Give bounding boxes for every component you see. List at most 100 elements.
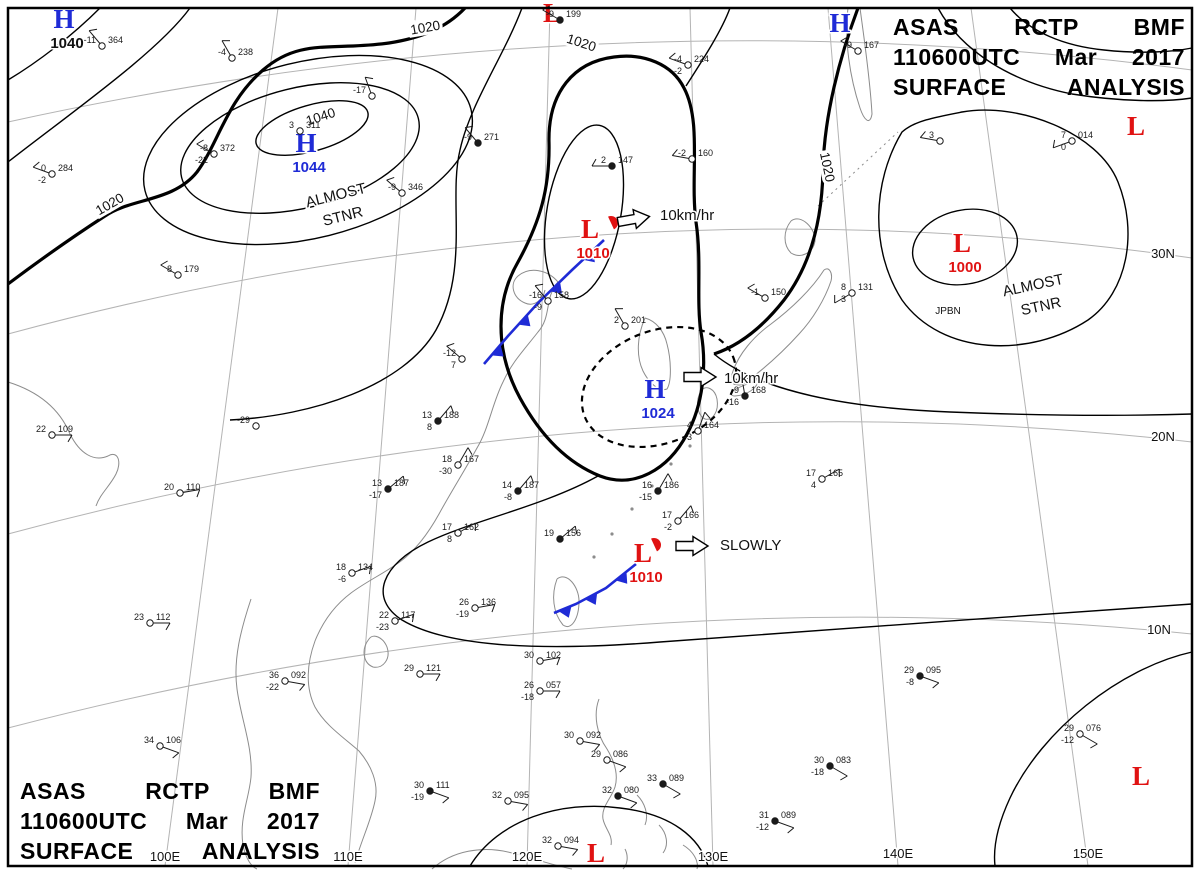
station-circle — [504, 797, 512, 805]
station-value: -4 — [218, 47, 226, 57]
station-circle — [556, 16, 564, 24]
station-value: -9 — [388, 182, 396, 192]
station-value: 201 — [631, 315, 646, 325]
station-value: 22 — [379, 610, 389, 620]
station-plot: -9 346 — [386, 176, 423, 197]
chart-title-bottom-left: ASAS RCTP BMF 110600UTC Mar 2017 SURFACE… — [20, 776, 320, 866]
station-value: 30 — [414, 780, 424, 790]
station-value: -15 — [639, 492, 652, 502]
station-circle — [818, 475, 826, 483]
station-value: 31 — [759, 810, 769, 820]
station-value: 117 — [401, 610, 415, 620]
station-value: -8 — [504, 492, 512, 502]
wind-barb-tick — [160, 260, 168, 266]
station-plot: 8 131 3 — [834, 282, 873, 304]
station-plot: 32 080 — [602, 785, 639, 809]
coast-hainan — [363, 635, 389, 668]
isobars — [7, 6, 1193, 867]
station-circle — [608, 162, 616, 170]
station-plot: 3 — [919, 130, 944, 145]
wind-barb-tick — [787, 827, 795, 834]
isobar-nw-2 — [7, 7, 191, 163]
lon-label: 110E — [333, 849, 363, 864]
station-circle — [98, 42, 106, 50]
pressure-center-l: L — [953, 228, 971, 258]
wind-barb-tick — [668, 52, 676, 59]
station-value: -1 — [751, 287, 759, 297]
station-value: 36 — [269, 670, 279, 680]
station-value: 34 — [144, 735, 154, 745]
pressure-center-h: H — [644, 374, 665, 404]
station-plot: 29 095 -8 — [904, 665, 941, 689]
station-value: 29 — [404, 663, 414, 673]
station-plots-layer: -11 364-4 238-8 372-220 284-23 311-17-9 346-9 2… — [32, 5, 1101, 856]
wind-barb-tick — [386, 176, 395, 181]
station-value: 23 — [134, 612, 144, 622]
station-circle — [536, 657, 544, 665]
station-circle — [684, 61, 692, 69]
station-value: 18 — [442, 454, 452, 464]
wind-barb-tick — [919, 131, 926, 138]
cold-front-triangle — [582, 250, 595, 263]
isobar-bottom-right-arc — [993, 651, 1193, 867]
station-value: 22 — [36, 424, 46, 434]
station-value: -12 — [756, 822, 769, 832]
wind-barb-tick — [299, 684, 306, 691]
pressure-center-value: 1010 — [576, 245, 609, 262]
isobar-1000-ring — [911, 208, 1019, 286]
coast-korea — [637, 317, 671, 391]
wind-barb-tick — [165, 622, 171, 631]
coast-luzon — [595, 698, 617, 846]
coast-kuril-chain — [817, 131, 899, 207]
station-plot: 33 089 — [647, 773, 684, 799]
cold-front-triangle — [491, 344, 504, 357]
station-value: 3 — [841, 294, 846, 304]
station-circle — [156, 742, 164, 750]
station-value: -9 — [546, 9, 554, 19]
meridian-140e — [827, 7, 899, 867]
station-plot: 13 188 8 — [422, 405, 459, 432]
station-circle — [621, 322, 629, 330]
coast-bay-of-bengal — [7, 381, 120, 507]
station-value: -22 — [266, 682, 279, 692]
station-plot: -4 238 — [218, 40, 253, 62]
station-value: 095 — [514, 790, 529, 800]
annotation-text: 10km/hr — [660, 207, 714, 224]
station-circle — [544, 297, 552, 305]
station-circle — [936, 137, 944, 145]
station-value: -23 — [376, 622, 389, 632]
station-circle — [674, 517, 682, 525]
station-value: 136 — [481, 597, 496, 607]
fronts-layer — [483, 216, 661, 618]
wind-barb-tick — [89, 28, 98, 32]
station-value: 238 — [238, 47, 253, 57]
station-plot: -16 158 -9 — [529, 283, 569, 312]
isobar-high-ring-mid — [180, 82, 420, 214]
station-circle — [368, 92, 376, 100]
wind-barb-tick — [196, 139, 204, 145]
station-value: -12 — [443, 348, 456, 358]
station-circle — [426, 787, 434, 795]
wind-barb-tick — [491, 604, 496, 613]
wind-barb-tick — [402, 476, 406, 485]
station-value: 150 — [771, 287, 786, 297]
coast-ryukyu-dots — [592, 444, 692, 559]
station-plot: 32 095 — [492, 790, 529, 811]
station-value: 076 — [1086, 723, 1101, 733]
station-circle — [384, 485, 392, 493]
pressure-center-value: 1010 — [629, 569, 662, 586]
station-circle — [614, 792, 622, 800]
station-value: 30 — [564, 730, 574, 740]
station-circle — [848, 289, 856, 297]
station-value: 167 — [864, 40, 879, 50]
wind-barb-tick — [840, 36, 848, 42]
station-circle — [210, 150, 218, 158]
lat-label: 10N — [1147, 622, 1171, 637]
station-value: 199 — [566, 9, 581, 19]
station-value: 094 — [564, 835, 579, 845]
station-value: 17 — [662, 510, 672, 520]
station-value: -2 — [678, 148, 686, 158]
isobar-1020-east — [713, 7, 860, 356]
coast-china-vietnam — [307, 281, 559, 864]
